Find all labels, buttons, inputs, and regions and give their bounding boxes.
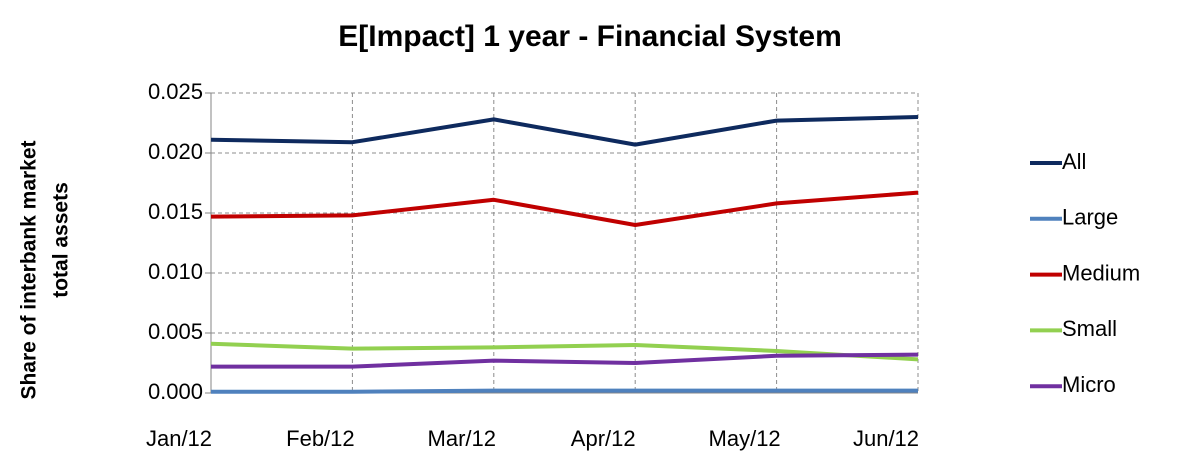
legend-label: Micro — [1062, 372, 1116, 397]
x-tick-label: May/12 — [709, 426, 781, 451]
y-axis-label: total assets — [50, 182, 73, 298]
legend-label: All — [1062, 149, 1086, 174]
x-tick-label: Apr/12 — [571, 426, 636, 451]
series-line — [210, 115, 919, 147]
y-tick-label: 0.010 — [148, 259, 203, 284]
series-line — [211, 352, 919, 369]
legend-label: Large — [1062, 205, 1118, 230]
legend-label: Medium — [1062, 260, 1140, 285]
x-tick-label: Feb/12 — [286, 426, 355, 451]
x-tick-label: Jun/12 — [853, 426, 919, 451]
chart-title: E[Impact] 1 year - Financial System — [338, 20, 842, 53]
x-tick-label: Jan/12 — [146, 426, 212, 451]
x-tick-label: Mar/12 — [428, 426, 496, 451]
y-tick-label: 0.025 — [148, 79, 203, 104]
series-line — [210, 190, 919, 227]
series-line — [211, 388, 918, 394]
series-line — [210, 341, 919, 362]
y-tick-label: 0.005 — [148, 319, 203, 344]
y-tick-label: 0.020 — [148, 139, 203, 164]
y-tick-label: 0.015 — [148, 199, 203, 224]
y-tick-label: 0.000 — [148, 379, 203, 404]
legend-label: Small — [1062, 316, 1117, 341]
y-axis-label: Share of interbank market — [18, 140, 41, 399]
